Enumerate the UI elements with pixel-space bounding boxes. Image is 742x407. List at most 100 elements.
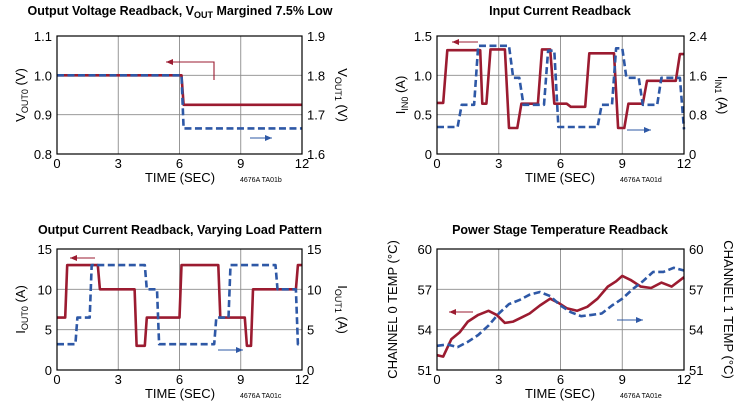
label-part: Margined 7.5% Low (213, 4, 333, 18)
y-tick-label-right: 15 (307, 242, 321, 257)
label-part: V (335, 68, 350, 77)
y-tick-label-left: 51 (418, 363, 432, 378)
y-tick-label-left: 15 (38, 242, 52, 257)
chart-output-voltage-readback: Output Voltage Readback, VOUT Margined 7… (13, 4, 350, 185)
axis-indicator-arrow-left (166, 61, 215, 80)
x-tick-label: 0 (433, 372, 440, 387)
x-tick-label: 0 (53, 372, 60, 387)
y-tick-label-right: 2.4 (689, 29, 707, 44)
series-channel-1-line (436, 266, 685, 349)
y-tick-label-left: 1.5 (414, 29, 432, 44)
y-tick-label-left: 0 (45, 363, 52, 378)
label-part: IN1 (713, 79, 723, 93)
x-tick-label: 0 (433, 156, 440, 171)
x-axis-label: TIME (SEC) (525, 170, 595, 185)
label-part: OUT (194, 10, 214, 20)
chart-title: Output Voltage Readback, VOUT Margined 7… (28, 4, 333, 20)
y-tick-label-right: 5 (307, 323, 314, 338)
x-tick-label: 12 (677, 156, 691, 171)
y-axis-label-left: CHANNEL 0 TEMP (°C) (385, 240, 400, 379)
label-part: (A) (393, 76, 408, 97)
x-tick-label: 3 (495, 156, 502, 171)
plot-frame (436, 248, 685, 371)
x-tick-label: 9 (237, 156, 244, 171)
series-channel-0-line (57, 263, 302, 348)
x-tick-label: 12 (677, 372, 691, 387)
x-tick-label: 3 (115, 156, 122, 171)
x-tick-label: 6 (557, 372, 564, 387)
y-tick-label-left: 0.5 (414, 108, 432, 123)
x-tick-label: 6 (176, 156, 183, 171)
y-tick-label-left: 57 (418, 282, 432, 297)
arrow-head (644, 127, 651, 133)
arrow-head (265, 135, 272, 141)
y-tick-label-right: 1.6 (689, 68, 707, 83)
label-part: IN0 (400, 97, 410, 111)
y-tick-label-right: 1.8 (307, 68, 325, 83)
label-part: Output Current Readback, Varying Load Pa… (38, 223, 322, 237)
y-axis-label-right: IOUT1 (A) (333, 285, 350, 334)
label-part: I (715, 76, 730, 80)
label-part: Input Current Readback (489, 4, 631, 18)
y-tick-label-right: 57 (689, 282, 703, 297)
y-tick-label-left: 1.0 (414, 68, 432, 83)
y-tick-label-right: 51 (689, 363, 703, 378)
label-part: I (13, 330, 28, 334)
label-part: OUT0 (20, 306, 30, 330)
label-part: I (393, 111, 408, 115)
x-tick-label: 6 (176, 372, 183, 387)
y-axis-label-left: VOUT0 (V) (13, 68, 30, 122)
x-axis-label: TIME (SEC) (145, 386, 215, 401)
arrow-head (166, 59, 173, 65)
figure-code: 4676A TA01e (620, 393, 662, 400)
grid (437, 249, 684, 370)
label-part: (A) (715, 93, 730, 114)
chart-title: Power Stage Temperature Readback (452, 223, 668, 237)
label-part: Power Stage Temperature Readback (452, 223, 668, 237)
label-part: OUT1 (333, 289, 343, 313)
x-tick-label: 12 (295, 156, 309, 171)
arrow-head (70, 255, 77, 261)
label-part: (A) (335, 313, 350, 334)
label-part: OUT0 (20, 89, 30, 113)
x-tick-label: 0 (53, 156, 60, 171)
y-tick-label-left: 60 (418, 242, 432, 257)
y-axis-label-left: IOUT0 (A) (13, 285, 30, 334)
series-channel-0-line (57, 74, 302, 107)
y-tick-label-right: 54 (689, 323, 703, 338)
chart-output-current-readback: Output Current Readback, Varying Load Pa… (13, 223, 350, 401)
y-tick-label-left: 0.8 (34, 147, 52, 162)
y-tick-label-right: 60 (689, 242, 703, 257)
y-axis-label-right: CHANNEL 1 TEMP (°C) (721, 240, 736, 379)
x-tick-label: 9 (237, 372, 244, 387)
label-part: CHANNEL 0 TEMP (°C) (385, 240, 400, 379)
y-axis-label-right: VOUT1 (V) (333, 68, 350, 122)
label-part: (A) (13, 285, 28, 306)
x-tick-label: 3 (115, 372, 122, 387)
label-part: OUT1 (333, 77, 343, 101)
label-part: Output Voltage Readback, V (28, 4, 195, 18)
y-tick-label-left: 1.1 (34, 29, 52, 44)
y-tick-label-right: 1.6 (307, 147, 325, 162)
y-tick-label-left: 54 (418, 323, 432, 338)
label-part: V (13, 113, 28, 122)
y-tick-label-right: 1.9 (307, 29, 325, 44)
figure-code: 4676A TA01d (620, 177, 662, 184)
arrow-head (236, 347, 243, 353)
chart-title: Input Current Readback (489, 4, 631, 18)
plot-frame (56, 248, 303, 371)
figure-code: 4676A TA01c (240, 393, 282, 400)
y-tick-label-left: 10 (38, 282, 52, 297)
label-part: (V) (335, 101, 350, 122)
y-tick-label-right: 1.7 (307, 108, 325, 123)
x-axis-label: TIME (SEC) (145, 170, 215, 185)
y-tick-label-left: 0 (425, 147, 432, 162)
y-tick-label-left: 5 (45, 323, 52, 338)
arrow-head (452, 39, 459, 45)
y-axis-label-left: IIN0 (A) (393, 76, 410, 115)
x-tick-label: 6 (557, 156, 564, 171)
y-tick-label-right: 10 (307, 282, 321, 297)
label-part: (V) (13, 68, 28, 89)
